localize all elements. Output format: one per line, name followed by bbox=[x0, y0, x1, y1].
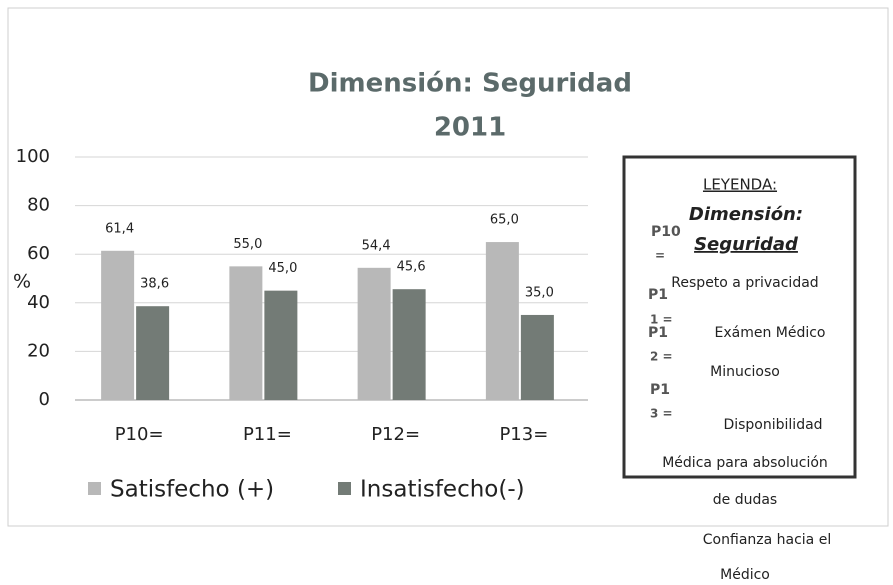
y-tick-label: 80 bbox=[27, 195, 50, 216]
y-tick-label: 40 bbox=[27, 292, 50, 313]
chart-title: Dimensión: Seguridad bbox=[308, 69, 632, 99]
bar bbox=[357, 267, 391, 400]
legend-subheading: Dimensión: bbox=[689, 204, 803, 225]
legend-description: de dudas bbox=[713, 492, 777, 508]
legend-description: Minucioso bbox=[710, 364, 780, 380]
value-label: 54,4 bbox=[362, 238, 391, 253]
bar bbox=[520, 314, 554, 400]
y-axis-label: % bbox=[13, 271, 31, 293]
x-tick-label: P13= bbox=[499, 424, 548, 445]
legend-description: Disponibilidad bbox=[723, 417, 822, 433]
legend-key: P1 bbox=[648, 287, 668, 303]
bar bbox=[229, 266, 263, 400]
legend-description: Médica para absolución bbox=[662, 455, 828, 471]
x-tick-label: P10= bbox=[115, 424, 164, 445]
legend-box bbox=[622, 155, 857, 479]
legend-description: Respeto a privacidad bbox=[671, 275, 818, 291]
legend-label: Satisfecho (+) bbox=[110, 477, 274, 503]
legend-key: P1 bbox=[650, 382, 670, 398]
value-label: 45,6 bbox=[397, 260, 426, 275]
bar bbox=[392, 289, 426, 400]
x-tick-label: P12= bbox=[371, 424, 420, 445]
y-tick-label: 60 bbox=[27, 243, 50, 264]
value-label: 55,0 bbox=[233, 237, 262, 252]
value-label: 35,0 bbox=[525, 285, 554, 300]
legend-key: 2 = bbox=[650, 350, 673, 364]
legend-key: P1 bbox=[648, 325, 668, 341]
legend-heading: LEYENDA: bbox=[703, 176, 777, 194]
legend-description: Exámen Médico bbox=[714, 325, 825, 341]
chart-subtitle: 2011 bbox=[434, 113, 506, 143]
legend-description: Médico bbox=[720, 567, 770, 583]
value-label: 61,4 bbox=[105, 221, 134, 236]
legend-swatch bbox=[88, 482, 101, 495]
y-tick-label: 20 bbox=[27, 340, 50, 361]
value-label: 45,0 bbox=[268, 261, 297, 276]
x-tick-label: P11= bbox=[243, 424, 292, 445]
legend-key: 3 = bbox=[650, 407, 673, 421]
value-label: 38,6 bbox=[140, 277, 169, 292]
bar bbox=[136, 306, 170, 400]
legend-swatch bbox=[338, 482, 351, 495]
legend-description: Confianza hacia el bbox=[703, 532, 831, 548]
legend-key: = bbox=[655, 249, 665, 263]
legend-key: P10 bbox=[651, 224, 681, 240]
bar bbox=[264, 290, 298, 400]
y-tick-label: 100 bbox=[16, 146, 50, 167]
bar bbox=[485, 242, 519, 400]
bar bbox=[101, 250, 135, 400]
legend-label: Insatisfecho(-) bbox=[360, 477, 525, 503]
legend-subheading: Seguridad bbox=[694, 234, 799, 255]
legend-key: 1 = bbox=[650, 313, 673, 327]
value-label: 65,0 bbox=[490, 213, 519, 228]
y-tick-label: 0 bbox=[39, 389, 50, 410]
